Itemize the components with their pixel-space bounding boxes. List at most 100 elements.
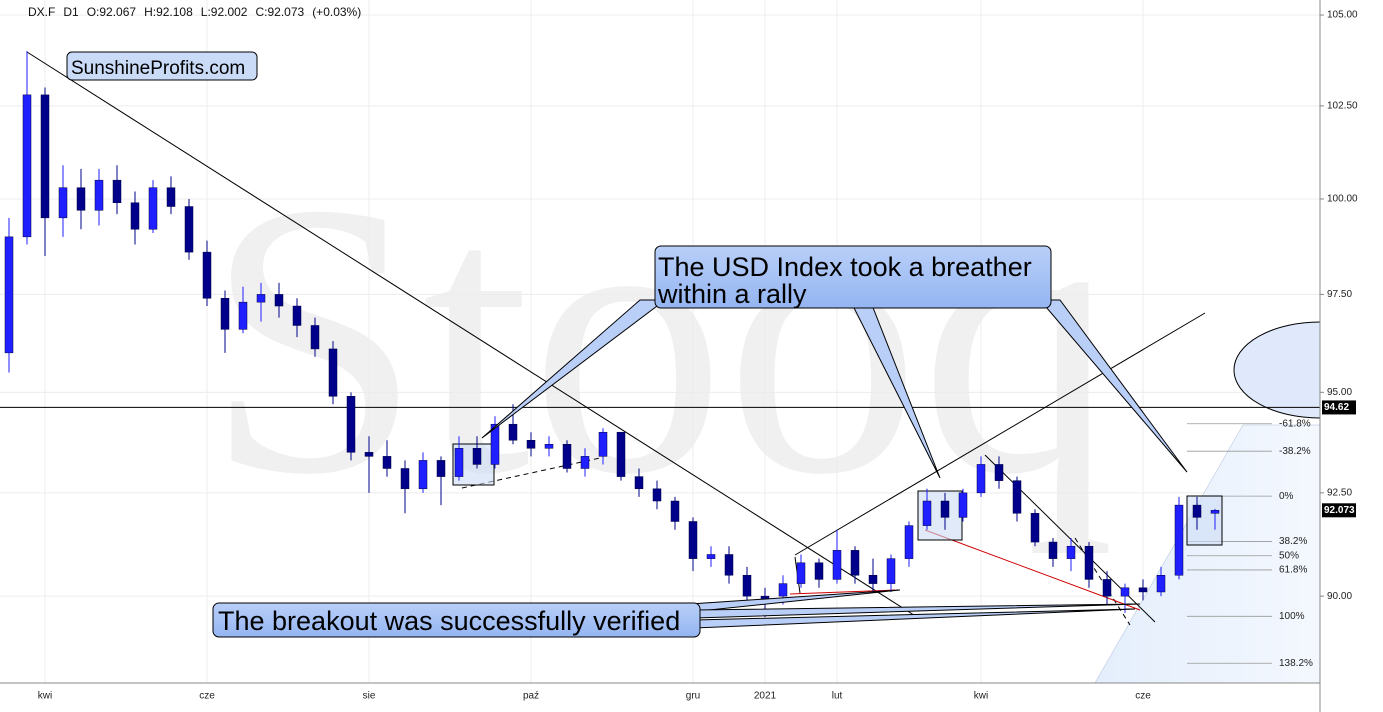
candle-body (490, 423, 500, 465)
dashed-line (1074, 537, 1131, 626)
candle-body (814, 562, 824, 580)
candle-body (508, 423, 518, 441)
price-label: 94.62 (1324, 402, 1349, 413)
callout-text: The USD Index took a breather (658, 252, 1032, 282)
candle-body (796, 562, 806, 584)
red-line (789, 589, 896, 595)
dashed-line (461, 457, 601, 489)
candle-body (58, 187, 68, 219)
candle-body (940, 500, 950, 518)
y-tick-label: 95.00 (1327, 387, 1352, 398)
x-tick-label: cze (199, 691, 215, 702)
candle-body (706, 554, 716, 559)
candle-body (868, 575, 878, 584)
candle-body (688, 521, 698, 559)
x-tick-label: cze (1135, 691, 1151, 702)
candle-body (1084, 545, 1094, 580)
candle-body (1048, 541, 1058, 559)
candle-body (634, 476, 644, 490)
candle-body (1120, 587, 1130, 597)
candle-body (4, 236, 14, 354)
candle-body (1210, 510, 1220, 514)
callout-pointer (481, 299, 667, 439)
candle-body (238, 301, 248, 330)
candle-body (202, 251, 212, 299)
candle-body (364, 452, 374, 457)
fib-label: 0% (1279, 491, 1294, 502)
watermark: Stooq (205, 123, 1115, 555)
fib-label: 100% (1279, 611, 1305, 622)
candle-body (832, 550, 842, 580)
candle-body (724, 554, 734, 576)
candle-body (580, 456, 590, 469)
candle-body (112, 179, 122, 203)
candle-body (130, 202, 140, 230)
x-tick-label: kwi (38, 691, 52, 702)
y-tick-label: 105.00 (1327, 10, 1358, 21)
candle-body (256, 294, 266, 303)
candle-body (1192, 504, 1202, 518)
candle-body (184, 206, 194, 253)
y-tick-label: 102.50 (1327, 101, 1358, 112)
candle-body (76, 187, 86, 211)
candle-body (904, 525, 914, 559)
candle-body (346, 396, 356, 453)
header-text: C:92.073 (255, 5, 304, 19)
candle-body (22, 94, 32, 238)
candle-body (652, 488, 662, 502)
candle-body (742, 575, 752, 597)
callout-box (654, 245, 1052, 309)
fib-label: 61.8% (1279, 565, 1307, 576)
header-text: O:92.067 (87, 5, 137, 19)
fib-label: -38.2% (1279, 446, 1311, 457)
x-tick-label: paź (523, 691, 539, 702)
candle-body (1174, 504, 1184, 576)
candle-body (94, 179, 104, 211)
candle-body (544, 444, 554, 449)
candle-body (922, 500, 932, 526)
header-text: DX.F (28, 5, 55, 19)
candle-body (1156, 575, 1166, 593)
candle-body (670, 500, 680, 522)
y-tick-label: 92.50 (1327, 487, 1352, 498)
candle-body (1030, 513, 1040, 543)
candle-body (400, 468, 410, 490)
candle-body (274, 294, 284, 307)
candle-body (598, 431, 608, 457)
candle-body (958, 492, 968, 518)
price-label-box (1322, 400, 1356, 415)
header-text: L:92.002 (201, 5, 248, 19)
header-text: (+0.03%) (312, 5, 361, 19)
candle-body (292, 305, 302, 326)
y-tick-label: 100.00 (1327, 194, 1358, 205)
candle-body (616, 431, 626, 477)
brand-box (66, 51, 258, 81)
candle-body (562, 444, 572, 469)
trend-line (26, 51, 918, 618)
candle-body (310, 325, 320, 350)
candle-body (220, 298, 230, 330)
fib-label: 138.2% (1279, 658, 1313, 669)
candle-body (850, 550, 860, 576)
candle-body (886, 558, 896, 584)
y-tick-label: 90.00 (1327, 591, 1352, 602)
price-label: 92.073 (1324, 505, 1355, 516)
candle-body (778, 583, 788, 597)
y-tick-label: 97.50 (1327, 289, 1352, 300)
candle-body (976, 464, 986, 494)
candle-body (454, 448, 464, 477)
callout-top (481, 245, 1188, 479)
x-tick-label: 2021 (754, 691, 777, 702)
brand: SunshineProfits.com (71, 58, 245, 79)
callout-text: within a rally (657, 279, 807, 309)
candle-body (382, 456, 392, 469)
candle-body (994, 464, 1004, 481)
x-tick-label: lut (832, 691, 843, 702)
header-text: D1 (63, 5, 79, 19)
candle-body (166, 187, 176, 207)
box (1186, 495, 1223, 546)
callout-bottom (212, 589, 1141, 638)
header: DX.F D1 O:92.067 H:92.108 L:92.002 C:92.073 (+… (28, 5, 361, 19)
x-tick-label: gru (686, 691, 700, 702)
header-text: H:92.108 (144, 5, 193, 19)
